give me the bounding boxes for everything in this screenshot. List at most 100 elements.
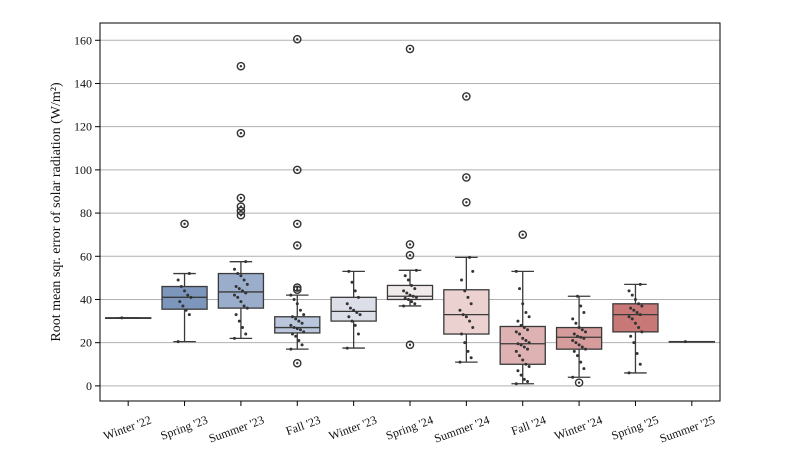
y-tick-label: 0 <box>86 379 92 393</box>
data-point <box>345 346 349 350</box>
data-point <box>405 291 409 295</box>
outlier-marker <box>405 340 415 350</box>
data-point <box>120 316 124 320</box>
data-point <box>521 302 525 306</box>
data-point <box>518 354 522 358</box>
data-point <box>524 339 528 343</box>
data-point <box>353 323 357 327</box>
data-point <box>469 302 473 306</box>
data-point <box>463 341 467 345</box>
data-point <box>519 343 523 347</box>
data-point <box>522 377 526 381</box>
y-tick-label: 60 <box>80 249 92 263</box>
data-point <box>239 300 243 304</box>
data-point <box>627 371 631 375</box>
data-point <box>292 297 296 301</box>
data-point <box>244 291 248 295</box>
data-point <box>241 326 245 330</box>
data-point <box>233 267 237 271</box>
data-point <box>527 364 531 368</box>
data-point <box>471 326 475 330</box>
data-point <box>640 304 644 308</box>
data-point <box>289 323 293 327</box>
data-point <box>245 282 249 286</box>
data-point <box>521 336 525 340</box>
data-point <box>460 332 464 336</box>
data-point <box>514 349 518 353</box>
outlier-marker <box>292 283 302 292</box>
data-point <box>574 321 578 325</box>
data-point <box>524 310 528 314</box>
y-tick-label: 100 <box>74 163 92 177</box>
outlier-marker <box>292 358 302 368</box>
outlier-point <box>239 196 243 200</box>
outlier-marker <box>292 241 302 250</box>
data-point <box>522 345 526 349</box>
data-point <box>294 317 298 321</box>
data-point <box>292 326 296 330</box>
y-tick-label: 140 <box>74 76 92 90</box>
x-tick-label: Fall '24 <box>509 413 547 438</box>
data-point <box>627 315 631 319</box>
outlier-point <box>296 362 299 365</box>
data-point <box>297 339 301 343</box>
outlier-point <box>296 286 299 289</box>
data-point <box>635 351 639 355</box>
data-point <box>239 274 243 278</box>
data-point <box>461 313 465 317</box>
data-point <box>408 293 412 297</box>
data-point <box>579 360 583 364</box>
data-point <box>633 321 637 325</box>
data-point <box>410 300 414 304</box>
data-point <box>527 341 531 345</box>
data-point <box>348 306 352 310</box>
data-point <box>242 304 246 308</box>
x-tick-label: Spring '23 <box>159 413 210 443</box>
data-point <box>575 354 579 358</box>
data-point <box>356 295 360 299</box>
data-point <box>345 302 349 306</box>
data-point <box>176 278 180 282</box>
data-point <box>350 319 354 323</box>
data-point <box>234 313 238 317</box>
outlier-point <box>296 168 299 172</box>
data-point <box>411 294 415 298</box>
data-point <box>236 272 240 276</box>
outlier-marker <box>462 173 471 182</box>
data-point <box>514 382 518 386</box>
box <box>274 316 321 334</box>
outlier-point <box>465 201 468 204</box>
data-point <box>295 327 299 331</box>
data-point <box>356 332 360 336</box>
data-point <box>352 308 356 312</box>
data-point <box>237 287 241 291</box>
data-point <box>413 287 417 291</box>
outlier-point <box>296 244 299 247</box>
data-point <box>184 308 188 312</box>
data-point <box>526 347 530 351</box>
x-tick-label: Winter '24 <box>552 413 604 443</box>
y-axis: 0 20 40 60 80 100 120 140 160 <box>74 33 100 393</box>
data-point <box>463 289 467 293</box>
outlier-point <box>408 343 412 347</box>
y-tick-label: 160 <box>74 33 92 47</box>
data-point <box>522 326 526 330</box>
data-point <box>302 330 306 334</box>
outlier-marker <box>236 128 246 138</box>
data-point <box>347 315 351 319</box>
data-point <box>683 340 687 344</box>
data-point <box>237 319 241 323</box>
data-point <box>289 347 293 351</box>
box <box>386 284 434 301</box>
data-point <box>300 343 304 347</box>
data-point <box>466 295 470 299</box>
data-point <box>524 362 528 366</box>
data-point <box>580 328 584 332</box>
outlier-marker <box>292 219 302 229</box>
x-tick-label: Summer '25 <box>658 413 717 446</box>
box-group <box>668 340 716 344</box>
data-point <box>176 340 180 344</box>
boxes-layer <box>104 34 716 387</box>
plot-area <box>100 23 720 401</box>
